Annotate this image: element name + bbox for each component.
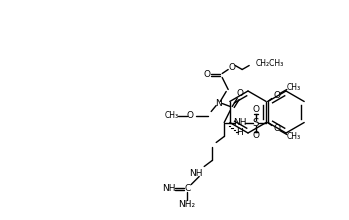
Text: NH: NH [190, 169, 203, 178]
Text: N: N [215, 99, 222, 108]
Text: O: O [273, 91, 280, 100]
Text: S: S [253, 117, 260, 128]
Text: CH₃: CH₃ [165, 111, 179, 120]
Text: C: C [184, 184, 190, 193]
Text: CH₃: CH₃ [287, 83, 301, 92]
Text: NH: NH [233, 118, 247, 127]
Text: H: H [236, 128, 243, 137]
Text: O: O [229, 63, 236, 72]
Text: O: O [253, 131, 260, 140]
Text: O: O [237, 89, 244, 98]
Text: O: O [273, 124, 280, 133]
Text: CH₂CH₃: CH₂CH₃ [255, 59, 283, 68]
Text: O: O [204, 70, 211, 79]
Text: O: O [253, 105, 260, 114]
Text: CH₃: CH₃ [287, 132, 301, 141]
Text: O: O [187, 111, 194, 120]
Text: NH₂: NH₂ [179, 200, 196, 209]
Text: NH: NH [162, 184, 176, 193]
